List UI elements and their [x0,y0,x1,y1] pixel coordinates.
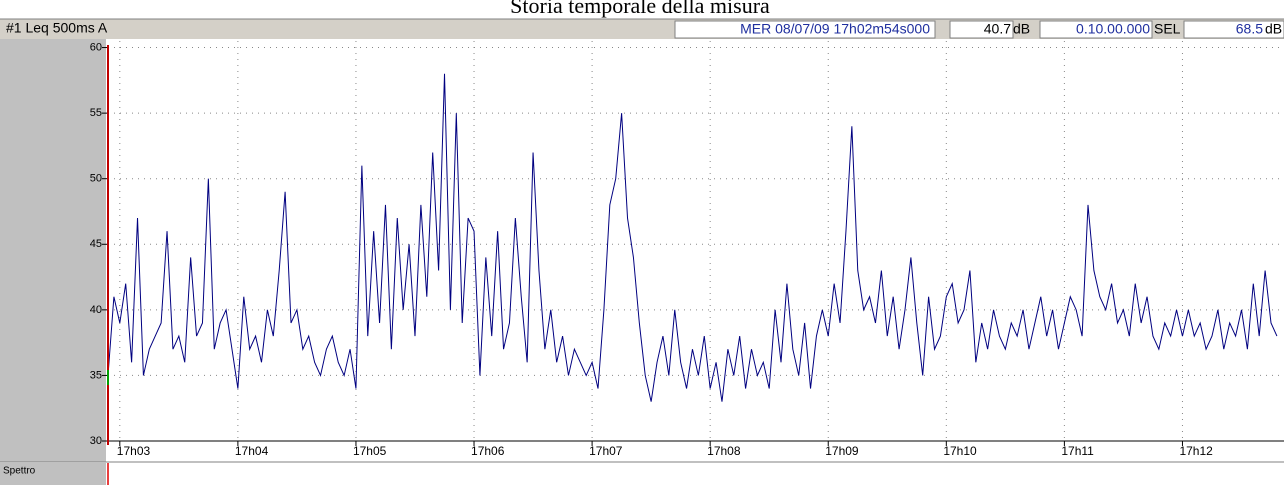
axis-panel [0,39,106,462]
x-tick-label: 17h07 [589,444,623,458]
duration-box [1039,20,1153,39]
x-tick-label: 17h08 [707,444,741,458]
level-box [949,20,1014,39]
sel-box [1183,20,1284,39]
y-tick-label: 55 [90,107,102,119]
spectrum-label: Spettro [3,466,36,477]
duration: 0.10.00.000 [1076,21,1150,37]
grid: 30 35 40 45 50 55 60 17h03 17h04 17h05 17h06 17h07 1… [90,41,1284,458]
series-line [107,73,1278,402]
plot-area [106,39,1284,462]
x-tick-label: 17h09 [825,444,859,458]
level-value: 40.7 [984,21,1011,37]
x-tick-label: 17h04 [235,444,269,458]
x-tick-label: 17h11 [1061,444,1094,458]
chart-title: Storia temporale della misura [510,0,770,18]
x-tick-label: 17h10 [943,444,977,458]
plot [107,73,1278,402]
x-tick-label: 17h05 [353,444,387,458]
spectrum-panel [0,463,106,485]
y-tick-label: 35 [90,369,102,381]
sel-value: 68.5 [1236,21,1263,37]
y-tick-label: 45 [90,238,102,250]
x-tick-label: 17h06 [471,444,505,458]
x-tick-label: 17h03 [117,444,151,458]
y-tick-label: 60 [90,41,102,53]
sel-unit: dB [1265,21,1282,37]
timestamp-box [674,20,936,39]
sel-label: SEL [1154,21,1181,37]
y-tick-label: 50 [90,173,102,185]
timestamp: MER 08/07/09 17h02m54s000 [740,21,930,37]
y-tick-label: 40 [90,304,102,316]
level-unit: dB [1013,21,1030,37]
channel-label: #1 Leq 500ms A [6,20,108,36]
x-tick-label: 17h12 [1179,444,1213,458]
y-tick-label: 30 [90,435,102,447]
